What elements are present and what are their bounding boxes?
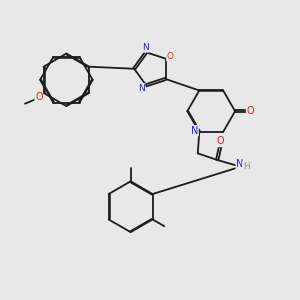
- Text: O: O: [35, 92, 43, 102]
- Text: O: O: [247, 106, 254, 116]
- Text: O: O: [217, 136, 225, 146]
- Text: N: N: [142, 43, 149, 52]
- Text: O: O: [167, 52, 174, 61]
- Text: N: N: [236, 159, 244, 170]
- Text: H: H: [243, 162, 250, 171]
- Text: N: N: [191, 126, 198, 136]
- Text: N: N: [138, 84, 145, 93]
